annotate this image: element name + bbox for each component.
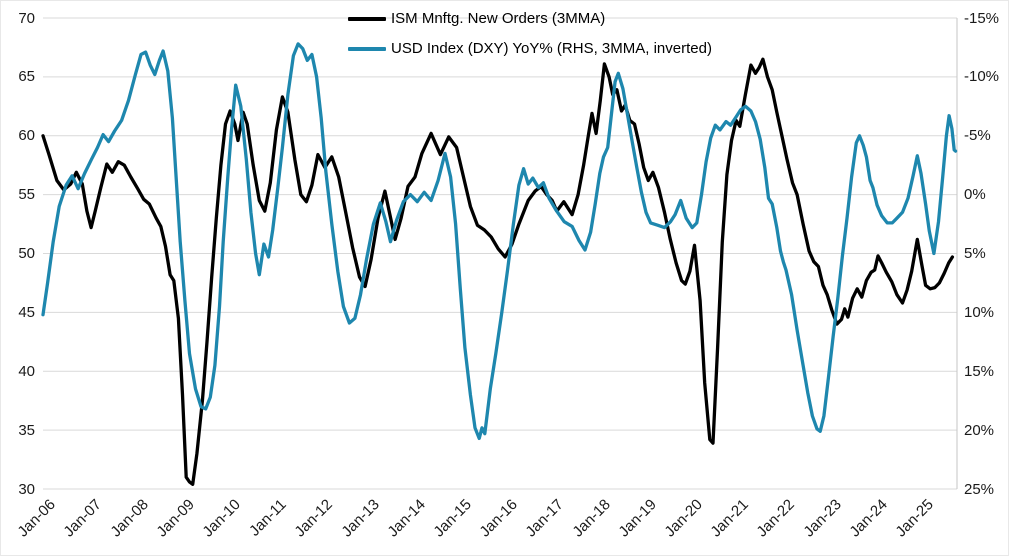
legend: ISM Mnftg. New Orders (3MMA) USD Index (…	[348, 9, 712, 59]
right-axis-tick: 5%	[964, 245, 986, 262]
dxy-yoy-line	[41, 42, 958, 441]
right-axis-tick: -5%	[964, 127, 991, 145]
left-axis-tick: 50	[18, 245, 35, 262]
left-axis-tick: 35	[18, 421, 35, 439]
legend-item-dxy: USD Index (DXY) YoY% (RHS, 3MMA, inverte…	[348, 39, 712, 59]
legend-label-dxy: USD Index (DXY) YoY% (RHS, 3MMA, inverte…	[391, 40, 712, 57]
right-axis-tick: 20%	[964, 421, 995, 439]
right-axis-tick: 0%	[964, 186, 986, 204]
right-axis-tick: 10%	[964, 303, 995, 321]
right-axis-tick: 15%	[964, 362, 995, 380]
left-axis-tick: 45	[18, 303, 35, 321]
ism-line-swatch	[348, 17, 386, 21]
right-axis-tick: -10%	[964, 68, 1000, 86]
left-axis-tick: 55	[18, 186, 35, 204]
left-axis-tick: 70	[18, 9, 35, 27]
legend-item-ism: ISM Mnftg. New Orders (3MMA)	[348, 9, 712, 29]
left-axis-tick: 30	[18, 480, 35, 498]
left-axis-tick: 65	[18, 68, 35, 86]
left-axis-tick: 60	[18, 127, 35, 145]
right-axis-tick: 25%	[964, 480, 995, 498]
legend-label-ism: ISM Mnftg. New Orders (3MMA)	[391, 10, 606, 27]
right-axis-tick: -15%	[964, 9, 1000, 27]
dxy-line-swatch	[348, 47, 386, 51]
left-axis-tick: 40	[18, 362, 35, 380]
ism-new-orders-line	[41, 57, 955, 486]
